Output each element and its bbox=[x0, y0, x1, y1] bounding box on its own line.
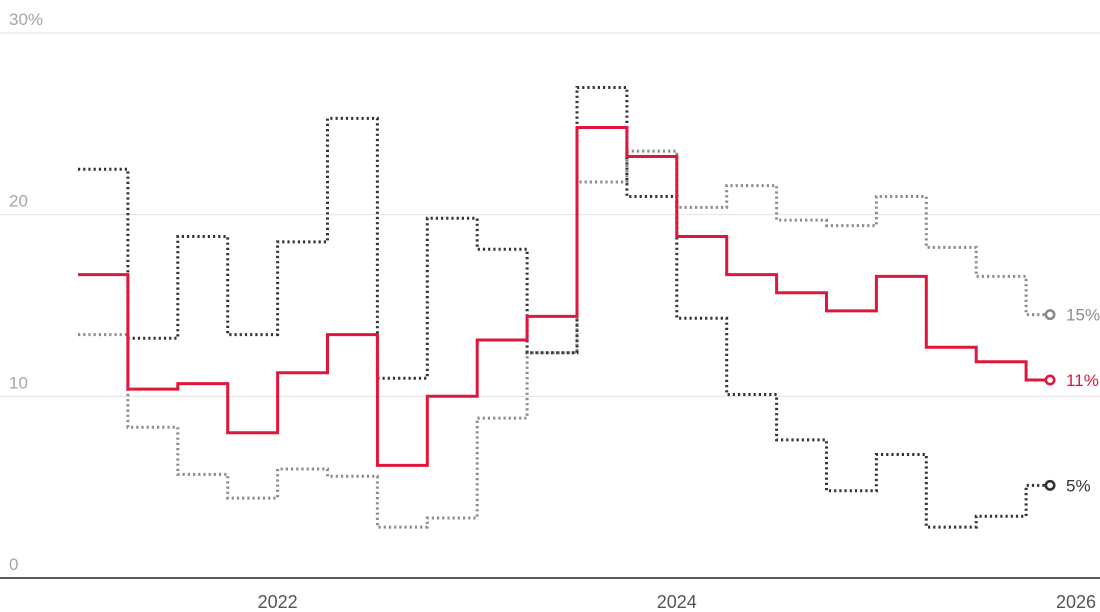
series-lines bbox=[78, 86, 1051, 529]
y-tick-label: 20 bbox=[9, 192, 28, 211]
series-line-5pct bbox=[78, 86, 1051, 529]
x-tick-label: 2026 bbox=[1056, 592, 1096, 612]
end-label: 11% bbox=[1066, 371, 1099, 390]
x-tick-label: 2022 bbox=[258, 592, 298, 612]
y-tick-label: 30% bbox=[9, 10, 43, 29]
end-marker bbox=[1044, 374, 1056, 386]
y-tick-labels: 0 10 20 30% bbox=[9, 10, 43, 574]
series-line-15pct bbox=[78, 149, 1051, 529]
end-label: 5% bbox=[1066, 476, 1091, 495]
x-tick-labels: 2022 2024 2026 bbox=[258, 592, 1096, 612]
y-tick-label: 0 bbox=[9, 555, 18, 574]
end-marker bbox=[1044, 309, 1056, 321]
gridlines bbox=[0, 32, 1100, 397]
end-marker bbox=[1044, 479, 1056, 491]
x-tick-label: 2024 bbox=[657, 592, 697, 612]
end-label: 15% bbox=[1066, 306, 1100, 325]
series-line-11pct bbox=[78, 126, 1051, 467]
y-tick-label: 10 bbox=[9, 373, 28, 392]
end-markers: 15% 5% 11% bbox=[1044, 306, 1100, 495]
